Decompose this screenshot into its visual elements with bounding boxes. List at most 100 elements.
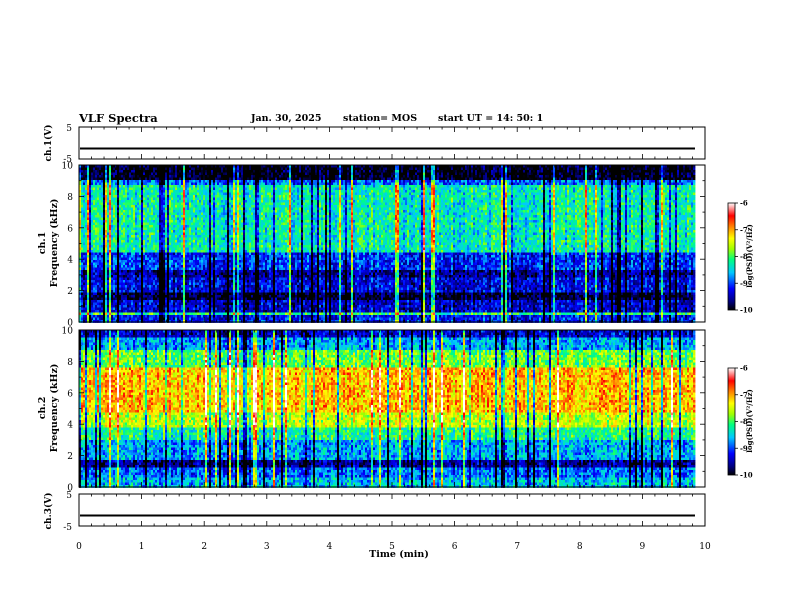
spectrogram-cell: [623, 180, 626, 183]
spectrogram-cell: [185, 177, 192, 181]
spectrogram-cell: [653, 175, 660, 178]
spectrogram-cell: [477, 165, 480, 168]
spectrogram-cell: [453, 165, 466, 168]
spectrogram-cell: [563, 172, 566, 176]
spectrogram-cell: [411, 180, 414, 183]
spectrogram-cell: [117, 180, 120, 183]
spectrogram-cell: [425, 175, 432, 178]
spectrogram-cell: [427, 182, 430, 186]
spectrogram-cell: [607, 177, 610, 181]
spectrogram-cell: [261, 177, 264, 181]
spectrogram-cell: [517, 170, 520, 173]
spectrogram-cell: [561, 182, 564, 186]
spectrogram-cell: [241, 165, 244, 168]
spectrogram-cell: [553, 167, 556, 171]
spectrogram-cell: [113, 175, 116, 178]
spectrogram-cell: [569, 175, 572, 178]
spectrogram-cell: [343, 180, 346, 183]
spectrogram-cell: [127, 180, 130, 183]
spectrogram-cell: [95, 170, 98, 173]
spectrogram-cell: [401, 182, 404, 186]
spectrogram-cell: [503, 165, 506, 168]
spectrogram-cell: [101, 172, 104, 176]
spectrogram-cell: [599, 167, 604, 171]
spectrogram-cell: [287, 185, 290, 188]
spectrogram-cell: [315, 170, 318, 173]
spectrogram-cell: [261, 172, 264, 176]
spectrogram-cell: [599, 175, 602, 178]
spectrogram-cell: [353, 185, 356, 188]
spectrogram-cell: [499, 172, 502, 176]
spectrogram-cell: [253, 170, 256, 173]
spectrogram-cell: [421, 170, 424, 173]
spectrogram-cell: [119, 182, 122, 186]
spectrogram-cell: [557, 182, 560, 186]
spectrogram-cell: [687, 175, 690, 178]
spectrogram-cell: [305, 172, 308, 176]
spectrogram-cell: [263, 185, 266, 188]
spectrogram-cell: [251, 172, 254, 176]
spectrogram-cell: [359, 167, 362, 171]
spectrogram-cell: [447, 167, 452, 171]
spectrogram-cell: [315, 185, 318, 188]
spectrogram-cell: [613, 180, 616, 183]
spectrogram-cell: [451, 175, 454, 178]
spectrogram-cell: [409, 175, 414, 178]
spectrogram-cell: [629, 185, 632, 188]
spectrogram-cell: [231, 180, 234, 183]
spectrogram-cell: [425, 182, 428, 186]
spectrogram-cell: [643, 180, 646, 183]
spectrogram-cell: [105, 180, 108, 183]
spectrogram-cell: [293, 185, 296, 188]
spectrogram-cell: [225, 170, 228, 173]
spectrogram-cell: [407, 187, 410, 191]
spectrogram-cell: [305, 185, 308, 188]
spectrogram-cell: [677, 172, 680, 176]
spectrogram-cell: [513, 182, 516, 186]
spectrogram-cell: [489, 167, 494, 171]
spectrogram-cell: [515, 180, 518, 183]
spectrogram-cell: [357, 177, 360, 181]
spectrogram-cell: [483, 170, 486, 173]
spectrogram-cell: [377, 187, 380, 191]
spectrogram-cell: [255, 175, 266, 178]
spectrogram-cell: [449, 182, 452, 186]
spectrogram-cell: [271, 177, 276, 181]
spectrogram-cell: [95, 175, 98, 178]
spectrogram-cell: [443, 185, 446, 188]
spectrogram-cell: [645, 172, 648, 176]
spectrogram-cell: [511, 172, 516, 176]
spectrogram-cell: [425, 165, 428, 168]
spectrogram-cell: [609, 170, 612, 173]
spectrogram-cell: [473, 172, 476, 176]
spectrogram-cell: [503, 172, 506, 176]
spectrogram-cell: [101, 180, 104, 183]
spectrogram-cell: [627, 172, 630, 176]
spectrogram-cell: [101, 182, 104, 186]
spectrogram-cell: [129, 177, 132, 181]
spectrogram-cell: [175, 172, 178, 176]
spectrogram-cell: [423, 182, 426, 186]
spectrogram-cell: [419, 185, 422, 188]
spectrogram-cell: [273, 182, 276, 186]
spectrogram-cell: [687, 182, 690, 186]
spectrogram-cell: [185, 170, 190, 173]
spectrogram-cell: [663, 172, 666, 176]
spectrogram-cell: [169, 177, 172, 181]
spectrogram-cell: [153, 187, 156, 191]
spectrogram-cell: [599, 177, 604, 181]
spectrogram-cell: [115, 187, 118, 191]
spectrogram-cell: [477, 185, 480, 188]
spectrogram-cell: [213, 180, 216, 183]
spectrogram-cell: [133, 170, 136, 173]
spectrogram-cell: [123, 187, 126, 191]
spectrogram-cell: [241, 187, 244, 191]
spectrogram-cell: [221, 180, 224, 183]
spectrogram-cell: [687, 165, 690, 168]
spectrogram-cell: [555, 182, 558, 186]
spectrogram-cell: [159, 182, 166, 186]
spectrogram-cell: [569, 167, 576, 171]
spectrogram-cell: [469, 185, 472, 188]
spectrogram-cell: [319, 172, 322, 176]
spectrogram-cell: [275, 177, 278, 181]
